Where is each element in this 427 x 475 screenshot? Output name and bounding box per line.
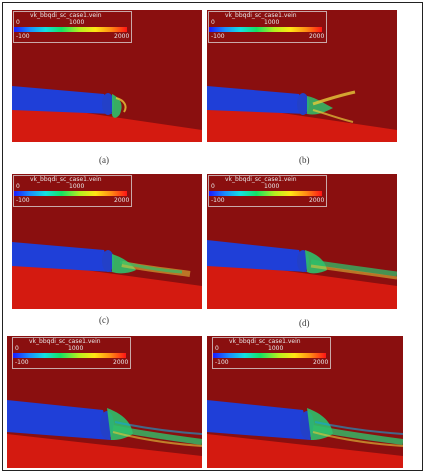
legend-tick-1000: 1000 (268, 345, 284, 352)
legend-tick-min: -100 (215, 359, 229, 366)
legend-tick-0: 0 (211, 183, 215, 190)
simulation-panel-b: vk_bbqdi_sc_case1.vein 0 1000 -100 2000 (207, 10, 397, 142)
legend-tick-1000: 1000 (264, 183, 280, 190)
figure-frame: vk_bbqdi_sc_case1.vein 0 1000 -100 2000 … (2, 2, 423, 471)
panel-e-render (7, 336, 202, 468)
simulation-panel-e: vk_bbqdi_sc_case1.vein 0 1000 -100 2000 (7, 336, 202, 468)
panel-d-render (207, 174, 397, 309)
legend-tick-min: -100 (211, 197, 225, 204)
legend-tick-max: 2000 (309, 197, 325, 204)
legend-tick-min: -100 (16, 33, 30, 40)
legend-colorbar (213, 353, 326, 358)
simulation-panel-f: vk_bbqdi_sc_case1.vein 0 1000 -100 2000 (207, 336, 403, 468)
legend-tick-min: -100 (15, 359, 29, 366)
legend-tick-max: 2000 (113, 359, 129, 366)
legend-tick-1000: 1000 (69, 19, 85, 26)
legend-tick-1000: 1000 (68, 345, 84, 352)
legend-colorbar (14, 191, 127, 196)
legend-frame (208, 11, 327, 43)
simulation-panel-d: vk_bbqdi_sc_case1.vein 0 1000 -100 2000 (207, 174, 397, 309)
panel-f-render (207, 336, 403, 468)
legend-colorbar (14, 27, 127, 32)
panel-b-render (207, 10, 397, 142)
legend-tick-0: 0 (211, 19, 215, 26)
legend-title: vk_bbqdi_sc_case1.vein (225, 176, 297, 183)
simulation-panel-c: vk_bbqdi_sc_case1.vein 0 1000 -100 2000 (12, 174, 202, 309)
legend-tick-max: 2000 (309, 33, 325, 40)
legend-frame (12, 337, 131, 369)
legend-colorbar (209, 191, 322, 196)
legend-tick-max: 2000 (313, 359, 329, 366)
legend-title: vk_bbqdi_sc_case1.vein (229, 338, 301, 345)
legend-tick-0: 0 (215, 345, 219, 352)
legend-tick-0: 0 (16, 19, 20, 26)
legend-tick-max: 2000 (114, 197, 130, 204)
caption-a: (a) (99, 155, 109, 165)
legend-title: vk_bbqdi_sc_case1.vein (29, 338, 101, 345)
caption-d: (d) (299, 318, 310, 328)
legend-tick-1000: 1000 (264, 19, 280, 26)
legend-tick-0: 0 (16, 183, 20, 190)
legend-frame (208, 175, 327, 207)
legend-tick-min: -100 (211, 33, 225, 40)
legend-tick-0: 0 (15, 345, 19, 352)
legend-title: vk_bbqdi_sc_case1.vein (225, 12, 297, 19)
legend-frame (13, 11, 132, 43)
legend-title: vk_bbqdi_sc_case1.vein (30, 176, 102, 183)
legend-tick-max: 2000 (114, 33, 130, 40)
legend-colorbar (209, 27, 322, 32)
panel-c-render (12, 174, 202, 309)
legend-colorbar (13, 353, 126, 358)
legend-frame (13, 175, 132, 207)
legend-title: vk_bbqdi_sc_case1.vein (30, 12, 102, 19)
legend-tick-min: -100 (16, 197, 30, 204)
legend-tick-1000: 1000 (69, 183, 85, 190)
caption-c: (c) (99, 315, 109, 325)
panel-a-render (12, 10, 202, 142)
legend-frame (212, 337, 331, 369)
simulation-panel-a: vk_bbqdi_sc_case1.vein 0 1000 -100 2000 (12, 10, 202, 142)
caption-b: (b) (299, 155, 310, 165)
